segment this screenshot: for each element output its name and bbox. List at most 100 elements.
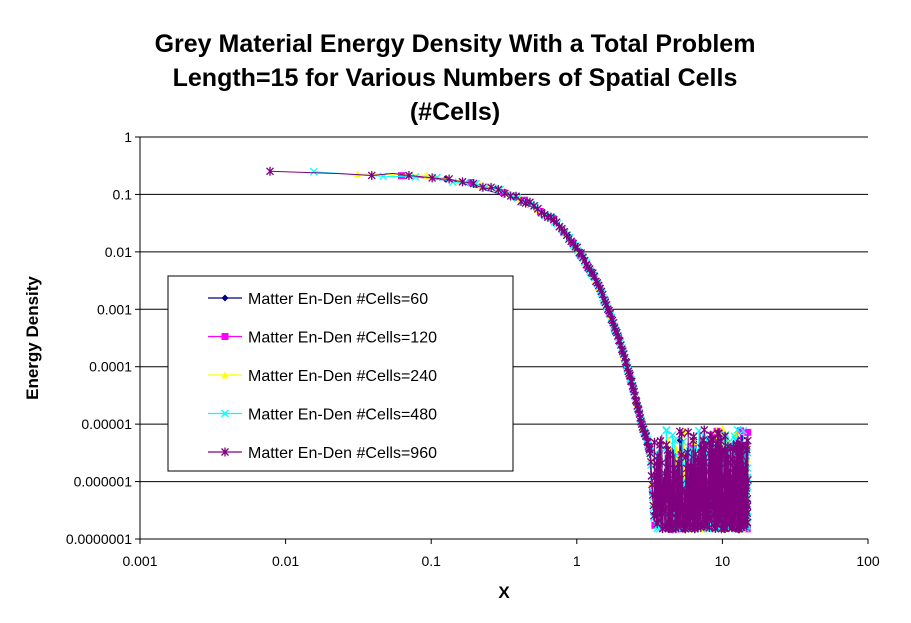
data-point xyxy=(743,501,752,511)
data-point xyxy=(651,472,659,482)
data-point xyxy=(741,463,750,473)
x-tick-label: 100 xyxy=(856,553,880,569)
data-point xyxy=(675,474,684,484)
data-point xyxy=(494,184,503,194)
y-tick-label: 0.01 xyxy=(105,244,132,260)
legend-swatch-marker xyxy=(221,409,229,418)
data-point xyxy=(684,427,693,437)
data-point xyxy=(695,511,704,521)
data-point xyxy=(743,517,752,527)
y-tick-label: 0.0000001 xyxy=(66,531,132,547)
chart-title-line-1: Grey Material Energy Density With a Tota… xyxy=(155,30,756,58)
y-tick-label: 0.001 xyxy=(97,301,132,317)
data-point xyxy=(678,499,687,509)
data-point xyxy=(695,464,704,474)
data-point xyxy=(709,431,717,439)
data-point xyxy=(428,173,437,183)
data-point xyxy=(688,479,697,489)
data-point xyxy=(404,170,413,180)
data-point xyxy=(654,515,663,525)
y-axis-title: Energy Density xyxy=(23,276,42,400)
data-point xyxy=(674,459,683,469)
data-point xyxy=(737,461,746,471)
data-point xyxy=(654,456,663,466)
data-point xyxy=(711,524,720,534)
legend-swatch-marker xyxy=(221,447,229,457)
data-point xyxy=(733,429,741,437)
x-tick-label: 0.01 xyxy=(272,553,299,569)
chart-title-line-2: Length=15 for Various Numbers of Spatial… xyxy=(173,64,738,92)
data-point xyxy=(717,436,726,446)
legend-entry-120: Matter En-Den #Cells=120 xyxy=(208,330,437,347)
legend-label: Matter En-Den #Cells=60 xyxy=(248,291,428,308)
chart-title: Grey Material Energy Density With a Tota… xyxy=(155,30,756,126)
data-point xyxy=(677,450,686,460)
data-point xyxy=(646,457,655,467)
data-point xyxy=(650,437,659,447)
legend-label: Matter En-Den #Cells=960 xyxy=(248,445,437,462)
data-point xyxy=(397,172,405,180)
data-point xyxy=(649,501,658,511)
data-point xyxy=(648,480,657,490)
data-point xyxy=(704,499,713,509)
data-point xyxy=(744,428,752,436)
legend-label: Matter En-Den #Cells=240 xyxy=(248,368,437,385)
data-point xyxy=(725,468,733,478)
data-point xyxy=(726,455,735,465)
data-point xyxy=(469,178,478,188)
legend: Matter En-Den #Cells=60 Matter En-Den #Ce… xyxy=(167,275,514,472)
data-point xyxy=(667,444,675,452)
data-point xyxy=(683,448,692,458)
data-point xyxy=(710,467,719,477)
data-point xyxy=(683,473,692,483)
data-point xyxy=(478,182,487,192)
x-axis-title: X xyxy=(498,583,510,602)
data-point xyxy=(700,521,708,531)
data-point xyxy=(743,436,752,446)
data-point xyxy=(737,451,746,461)
legend-entry-960: Matter En-Den #Cells=960 xyxy=(208,445,437,462)
data-point xyxy=(668,430,677,439)
series-960 xyxy=(266,166,752,534)
y-tick-label: 0.00001 xyxy=(81,416,132,432)
data-point xyxy=(517,196,526,206)
data-point xyxy=(689,432,698,442)
data-point xyxy=(700,458,709,468)
data-point xyxy=(678,437,687,446)
data-point xyxy=(309,167,318,176)
chart-title-line-3: (#Cells) xyxy=(410,98,500,126)
data-point xyxy=(700,425,709,435)
data-point xyxy=(715,428,723,438)
data-point xyxy=(736,427,744,435)
data-point xyxy=(660,468,669,478)
x-tick-label: 0.1 xyxy=(421,553,441,569)
data-point xyxy=(743,475,752,485)
data-point xyxy=(667,508,676,518)
data-point xyxy=(411,172,420,181)
ticks: 1 0.1 0.01 0.001 0.0001 0.00001 0.000001 0.0000… xyxy=(66,129,880,569)
legend-swatch-marker xyxy=(221,371,229,379)
legend-entry-480: Matter En-Den #Cells=480 xyxy=(208,407,437,424)
data-point xyxy=(711,494,720,504)
legend-entry-60: Matter En-Den #Cells=60 xyxy=(208,291,428,308)
data-point xyxy=(697,473,706,483)
data-point xyxy=(692,490,701,500)
data-point xyxy=(663,488,671,498)
data-point xyxy=(662,426,671,434)
y-tick-label: 0.000001 xyxy=(74,474,133,490)
data-point xyxy=(696,473,705,483)
legend-label: Matter En-Den #Cells=480 xyxy=(248,407,437,424)
x-tick-label: 0.001 xyxy=(122,553,157,569)
data-point xyxy=(742,445,751,455)
data-layer xyxy=(266,166,752,534)
data-point xyxy=(266,166,274,176)
data-point xyxy=(709,459,718,469)
axes xyxy=(139,137,868,540)
data-point xyxy=(651,490,660,500)
data-point xyxy=(701,521,710,531)
data-point xyxy=(445,174,454,184)
data-point xyxy=(739,426,748,435)
data-point xyxy=(677,429,686,439)
data-point xyxy=(656,436,665,446)
